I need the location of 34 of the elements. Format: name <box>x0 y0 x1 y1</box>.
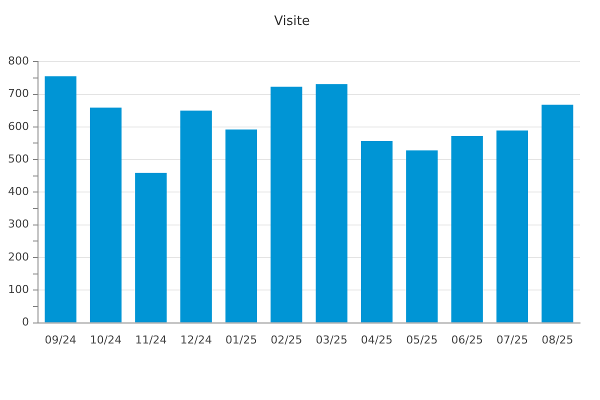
bar <box>316 84 348 322</box>
y-tick-label: 300 <box>8 218 29 231</box>
x-tick-label: 03/25 <box>316 333 348 346</box>
x-tick-label: 02/25 <box>270 333 302 346</box>
x-tick-label: 04/25 <box>360 333 393 346</box>
bar <box>135 172 167 322</box>
bar <box>406 150 438 322</box>
bar <box>360 140 393 322</box>
x-tick-label: 12/24 <box>180 333 212 346</box>
x-tick-label: 05/25 <box>406 333 438 346</box>
y-tick-label: 600 <box>8 120 29 133</box>
x-tick-label: 01/25 <box>225 333 258 346</box>
bar <box>90 108 122 322</box>
x-tick-label: 08/25 <box>542 333 574 346</box>
chart-title: Visite <box>274 14 310 30</box>
bar <box>225 130 258 322</box>
y-tick-label: 200 <box>8 250 29 264</box>
bar <box>180 110 212 322</box>
bar <box>451 136 483 322</box>
y-tick-label: 100 <box>8 283 29 296</box>
y-tick-label: 0 <box>22 316 29 329</box>
y-tick-label: 500 <box>8 152 29 166</box>
bar <box>44 76 76 322</box>
y-tick-label: 800 <box>8 54 29 68</box>
x-tick-label: 07/25 <box>496 333 528 346</box>
y-tick-label: 700 <box>8 87 29 100</box>
x-tick-label: 09/24 <box>44 333 76 346</box>
x-tick-label: 06/25 <box>451 333 483 346</box>
y-tick-label: 400 <box>8 185 29 198</box>
x-tick-label: 10/24 <box>90 333 122 346</box>
bar <box>542 104 574 322</box>
bar <box>496 130 528 322</box>
bar <box>270 86 302 322</box>
x-tick-label: 11/24 <box>135 333 167 346</box>
